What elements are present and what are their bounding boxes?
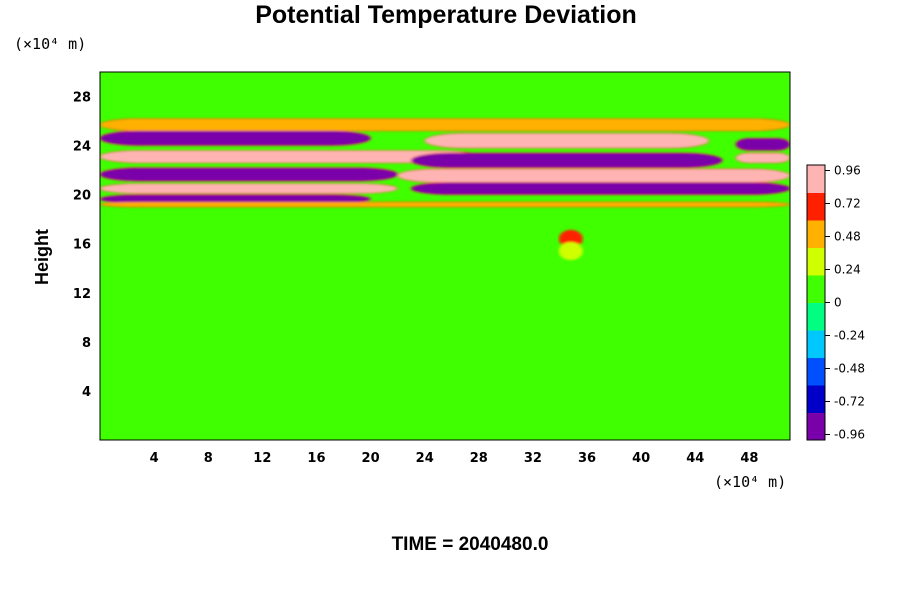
- heatmap-bands: [100, 118, 790, 208]
- heatmap-band: [410, 182, 790, 195]
- heatmap-band: [735, 152, 790, 164]
- heatmap-band: [410, 152, 723, 168]
- y-tick-label: 20: [73, 189, 91, 204]
- colorbar-tick-label: 0: [834, 296, 842, 310]
- colorbar-tick-label: 0.48: [834, 230, 861, 244]
- colorbar-tick-label: -0.72: [834, 395, 865, 409]
- heatmap-band: [424, 133, 710, 149]
- x-tick-label: 32: [524, 451, 542, 466]
- colorbar-segment: [807, 330, 825, 358]
- x-tick-label: 28: [470, 451, 488, 466]
- colorbar-tick-label: -0.96: [834, 428, 865, 442]
- colorbar-segment: [807, 192, 825, 221]
- heatmap-band: [100, 118, 790, 132]
- heatmap-band: [100, 167, 398, 182]
- x-tick-label: 44: [686, 451, 704, 466]
- y-tick-label: 12: [73, 287, 91, 302]
- plot-frame: [99, 71, 791, 441]
- chart-title: Potential Temperature Deviation: [255, 1, 637, 29]
- heatmap-features: [558, 229, 583, 261]
- heatmap-band: [735, 137, 790, 151]
- colorbar-tick-label: 0.24: [834, 263, 861, 277]
- colorbar-tick-label: -0.24: [834, 329, 865, 343]
- heatmap-band: [397, 168, 790, 183]
- colorbar-segment: [807, 385, 825, 413]
- x-tick-label: 12: [253, 451, 271, 466]
- x-tick-label: 20: [362, 451, 380, 466]
- y-axis-label: Height: [32, 229, 52, 285]
- heatmap-plot: [100, 72, 790, 440]
- colorbar-tick-label: -0.48: [834, 362, 865, 376]
- colorbar-segment: [807, 302, 825, 331]
- y-tick-label: 8: [82, 336, 91, 351]
- colorbar-tick-label: 0.96: [834, 164, 861, 178]
- colorbar-tick-label: 0.72: [834, 197, 861, 211]
- x-axis-unit: (×10⁴ m): [714, 473, 786, 491]
- y-tick-label: 24: [73, 140, 91, 155]
- colorbar-segment: [807, 412, 825, 441]
- x-tick-label: 48: [740, 451, 758, 466]
- y-axis-unit: (×10⁴ m): [14, 35, 86, 53]
- x-tick-label: 36: [578, 451, 596, 466]
- time-label: TIME = 2040480.0: [392, 534, 549, 555]
- x-tick-label: 24: [416, 451, 434, 466]
- y-axis-ticks: 4 8 12 16 20 24 28: [73, 91, 91, 400]
- x-tick-label: 8: [204, 451, 213, 466]
- x-tick-label: 16: [307, 451, 325, 466]
- y-tick-label: 28: [73, 91, 91, 106]
- y-tick-label: 16: [73, 238, 91, 253]
- colorbar-segment: [807, 357, 825, 386]
- colorbar-segment: [807, 220, 825, 248]
- heatmap-band: [100, 130, 371, 146]
- x-tick-label: 40: [632, 451, 650, 466]
- colorbar: 0.96 0.72 0.48 0.24 0 -0.24 -0.48 -0.72 -0.96: [806, 164, 865, 442]
- heatmap-band: [100, 183, 398, 194]
- x-axis-ticks: 4 8 12 16 20 24 28 32 36 40 44 48: [150, 451, 759, 466]
- heatmap-feature: [558, 242, 583, 261]
- colorbar-segment: [807, 247, 825, 276]
- x-tick-label: 4: [150, 451, 159, 466]
- colorbar-segment: [807, 275, 825, 303]
- heatmap-band: [100, 201, 790, 208]
- colorbar-segment: [807, 165, 825, 193]
- y-tick-label: 4: [82, 385, 91, 400]
